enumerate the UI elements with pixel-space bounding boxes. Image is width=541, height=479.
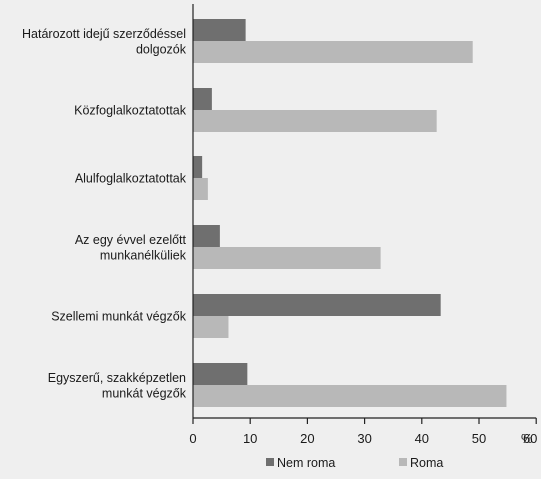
category-label: Az egy évvel ezelőtt xyxy=(75,233,187,247)
bar-nem-roma-3 xyxy=(193,225,220,247)
x-axis: 0 10 20 30 40 50 60% xyxy=(189,4,537,446)
x-tick-label: 50 xyxy=(472,431,486,446)
category-label: Alulfoglalkoztatottak xyxy=(75,172,187,186)
x-tick-label: 60 xyxy=(523,431,537,446)
x-tick-label: 40 xyxy=(415,431,429,446)
x-tick-label: 10 xyxy=(243,431,257,446)
x-tick-label: 0 xyxy=(189,431,196,446)
legend-swatch-roma xyxy=(399,458,407,466)
category-label: munkát végzők xyxy=(102,386,187,400)
category-label: Egyszerű, szakképzetlen xyxy=(48,371,186,385)
legend: Nem roma Roma xyxy=(266,456,443,470)
category-label: Szellemi munkát végzők xyxy=(51,310,187,324)
bar-roma-0 xyxy=(193,41,473,63)
x-tick-label: 20 xyxy=(300,431,314,446)
bar-roma-3 xyxy=(193,247,381,269)
bar-nem-roma-5 xyxy=(193,363,248,385)
bar-nem-roma-1 xyxy=(193,88,212,110)
category-label: munkanélküliek xyxy=(100,248,187,262)
bar-nem-roma-4 xyxy=(193,294,441,316)
category-label: Határozott idejű szerződéssel xyxy=(22,27,186,41)
x-tick-label: 30 xyxy=(357,431,371,446)
bar-roma-2 xyxy=(193,178,208,200)
category-label: Közfoglalkoztatottak xyxy=(74,104,187,118)
x-unit-label: % xyxy=(521,431,533,446)
bar-nem-roma-0 xyxy=(193,19,246,41)
bars xyxy=(193,19,507,407)
bar-roma-5 xyxy=(193,385,507,407)
legend-label-roma: Roma xyxy=(410,456,443,470)
bar-nem-roma-2 xyxy=(193,156,203,178)
legend-label-nem-roma: Nem roma xyxy=(277,456,335,470)
category-label: dolgozók xyxy=(136,42,187,56)
bar-roma-1 xyxy=(193,110,437,132)
legend-swatch-nem-roma xyxy=(266,458,274,466)
bar-roma-4 xyxy=(193,316,229,338)
